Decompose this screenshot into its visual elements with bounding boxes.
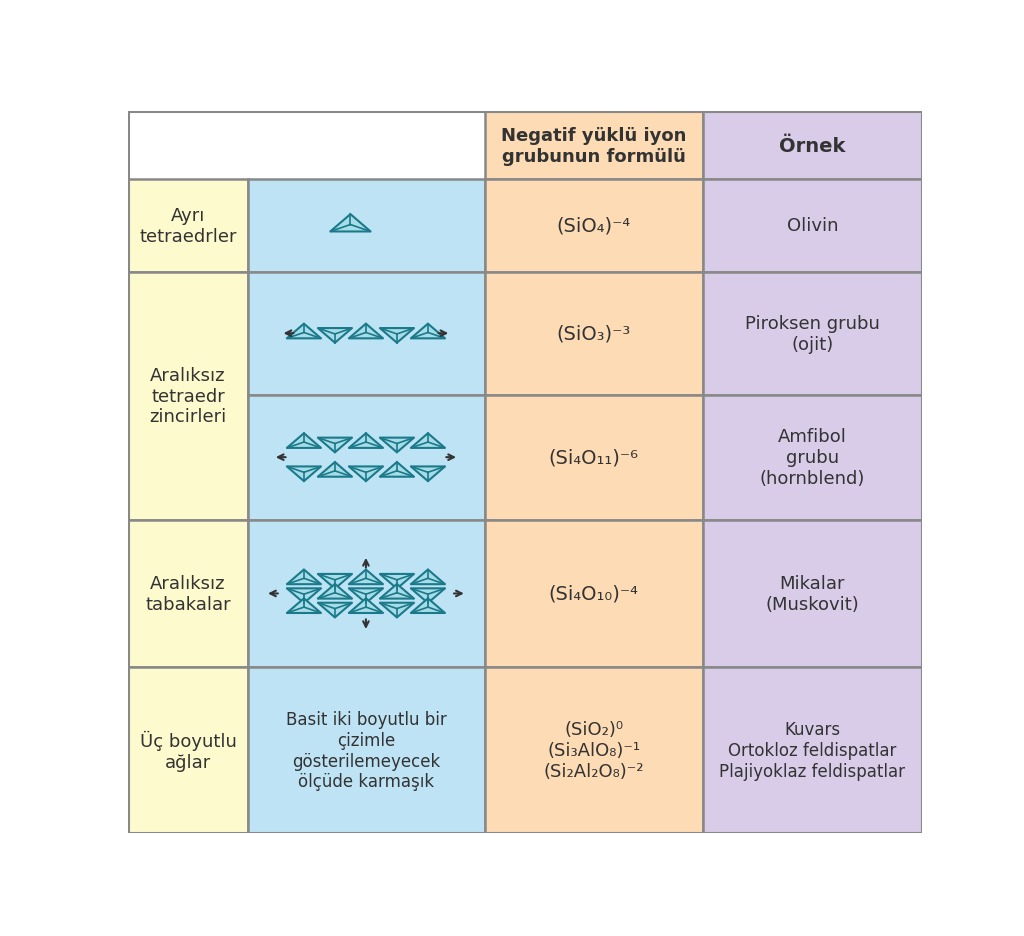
Polygon shape bbox=[317, 438, 352, 453]
Polygon shape bbox=[411, 433, 445, 448]
Polygon shape bbox=[380, 603, 414, 618]
Bar bbox=[703, 520, 922, 667]
Bar bbox=[128, 272, 248, 520]
Polygon shape bbox=[349, 599, 383, 613]
Bar bbox=[128, 180, 248, 272]
Polygon shape bbox=[287, 589, 321, 604]
Text: Üç boyutlu
ağlar: Üç boyutlu ağlar bbox=[139, 730, 237, 770]
Bar bbox=[128, 112, 248, 180]
Polygon shape bbox=[317, 584, 352, 599]
Bar bbox=[248, 112, 484, 180]
Bar bbox=[703, 395, 922, 520]
Bar bbox=[703, 667, 922, 833]
Bar bbox=[484, 180, 703, 272]
Text: Negatif yüklü iyon
grubunun formülü: Negatif yüklü iyon grubunun formülü bbox=[501, 126, 686, 166]
Polygon shape bbox=[317, 575, 352, 589]
Polygon shape bbox=[349, 589, 383, 604]
Bar bbox=[484, 272, 703, 395]
Polygon shape bbox=[411, 570, 445, 585]
Bar bbox=[248, 520, 484, 667]
Text: Örnek: Örnek bbox=[779, 137, 846, 155]
Text: Amfibol
grubu
(hornblend): Amfibol grubu (hornblend) bbox=[760, 428, 865, 488]
Polygon shape bbox=[349, 467, 383, 482]
Polygon shape bbox=[287, 467, 321, 482]
Polygon shape bbox=[287, 433, 321, 448]
Text: (Si₄O₁₁)⁻⁶: (Si₄O₁₁)⁻⁶ bbox=[549, 448, 639, 467]
Text: Piroksen grubu
(ojit): Piroksen grubu (ojit) bbox=[744, 314, 880, 353]
Polygon shape bbox=[317, 462, 352, 477]
Text: (SiO₃)⁻³: (SiO₃)⁻³ bbox=[557, 325, 631, 344]
Polygon shape bbox=[411, 589, 445, 604]
Polygon shape bbox=[411, 324, 445, 339]
Text: Basit iki boyutlu bir
çizimle
gösterilemeyecek
ölçüde karmaşık: Basit iki boyutlu bir çizimle gösterilem… bbox=[286, 710, 446, 791]
Polygon shape bbox=[411, 599, 445, 613]
Bar bbox=[484, 112, 703, 180]
Text: Kuvars
Ortokloz feldispatlar
Plajiyoklaz feldispatlar: Kuvars Ortokloz feldispatlar Plajiyoklaz… bbox=[719, 721, 905, 780]
Polygon shape bbox=[380, 575, 414, 589]
Bar bbox=[703, 180, 922, 272]
Polygon shape bbox=[287, 570, 321, 585]
Polygon shape bbox=[349, 570, 383, 585]
Polygon shape bbox=[349, 324, 383, 339]
Polygon shape bbox=[380, 329, 414, 344]
Polygon shape bbox=[317, 603, 352, 618]
Polygon shape bbox=[331, 215, 371, 232]
Bar bbox=[248, 180, 484, 272]
Bar bbox=[128, 520, 248, 667]
Bar bbox=[128, 667, 248, 833]
Bar bbox=[703, 272, 922, 395]
Bar bbox=[484, 667, 703, 833]
Text: (Si₄O₁₀)⁻⁴: (Si₄O₁₀)⁻⁴ bbox=[549, 584, 639, 604]
Bar bbox=[248, 272, 484, 395]
Text: (SiO₂)⁰
(Si₃AlO₈)⁻¹
(Si₂Al₂O₈)⁻²: (SiO₂)⁰ (Si₃AlO₈)⁻¹ (Si₂Al₂O₈)⁻² bbox=[544, 721, 644, 780]
Polygon shape bbox=[287, 599, 321, 613]
Text: (SiO₄)⁻⁴: (SiO₄)⁻⁴ bbox=[557, 216, 631, 236]
Polygon shape bbox=[317, 329, 352, 344]
Bar bbox=[484, 520, 703, 667]
Bar bbox=[248, 667, 484, 833]
Text: Olivin: Olivin bbox=[786, 217, 838, 235]
Text: Ayrı
tetraedrler: Ayrı tetraedrler bbox=[139, 207, 237, 245]
Polygon shape bbox=[349, 433, 383, 448]
Text: Mikalar
(Muskovit): Mikalar (Muskovit) bbox=[766, 575, 859, 613]
Polygon shape bbox=[380, 584, 414, 599]
Text: Aralıksız
tabakalar: Aralıksız tabakalar bbox=[145, 575, 230, 613]
Polygon shape bbox=[380, 462, 414, 477]
Polygon shape bbox=[380, 438, 414, 453]
Text: Aralıksız
tetraedr
zincirleri: Aralıksız tetraedr zincirleri bbox=[150, 366, 226, 426]
Polygon shape bbox=[411, 467, 445, 482]
Polygon shape bbox=[287, 324, 321, 339]
Bar bbox=[703, 112, 922, 180]
Bar bbox=[484, 395, 703, 520]
Bar bbox=[248, 395, 484, 520]
